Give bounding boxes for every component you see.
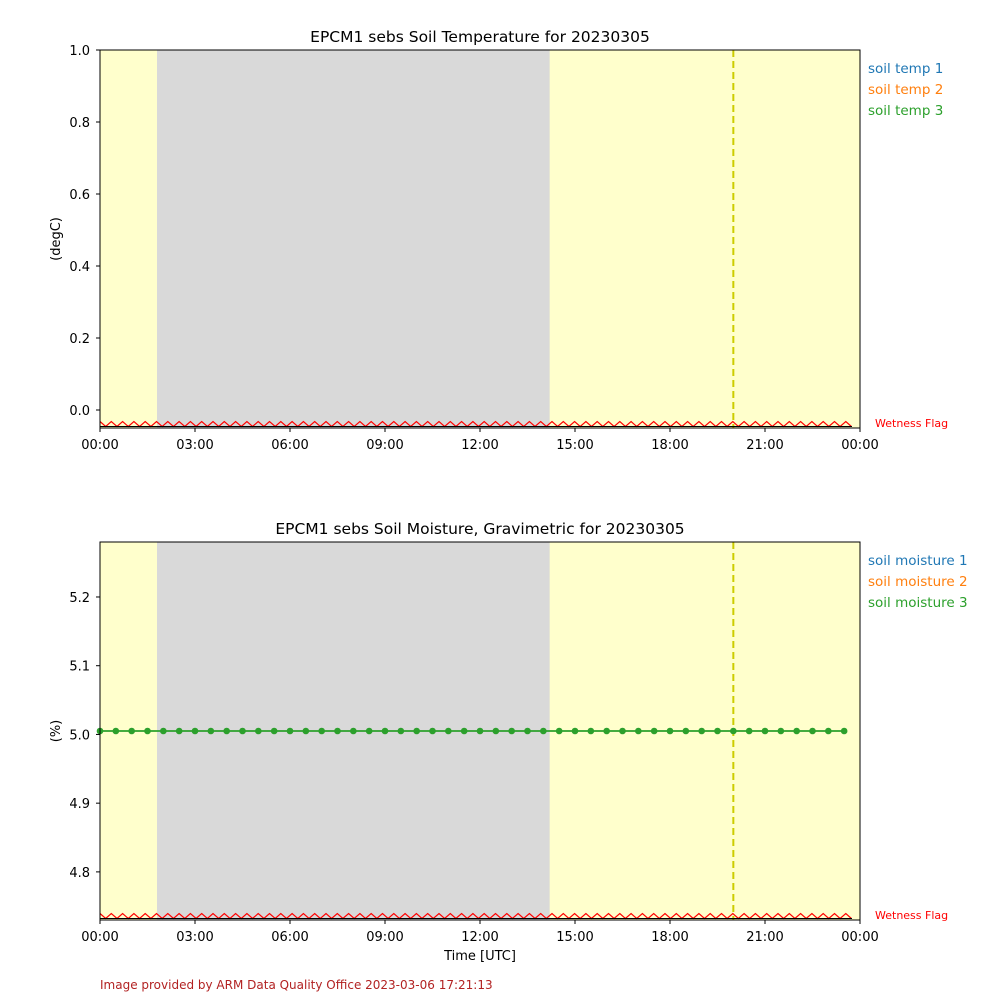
chart-title: EPCM1 sebs Soil Temperature for 20230305 bbox=[310, 28, 650, 46]
x-tick-label: 18:00 bbox=[651, 438, 688, 453]
y-axis-label: (degC) bbox=[49, 217, 64, 261]
data-point bbox=[540, 727, 547, 735]
data-point bbox=[160, 727, 167, 735]
data-point bbox=[809, 727, 816, 735]
x-tick-label: 15:00 bbox=[556, 930, 593, 945]
data-point bbox=[730, 727, 737, 735]
y-tick-label: 5.0 bbox=[69, 728, 90, 743]
data-point bbox=[524, 727, 531, 735]
chart-title: EPCM1 sebs Soil Moisture, Gravimetric fo… bbox=[275, 520, 684, 538]
data-point bbox=[397, 727, 405, 735]
legend-entry: soil moisture 1 bbox=[868, 553, 968, 569]
data-point bbox=[698, 727, 705, 735]
data-point bbox=[508, 727, 515, 735]
legend-entry: soil moisture 2 bbox=[868, 574, 968, 590]
x-tick-label: 00:00 bbox=[81, 438, 118, 453]
data-point bbox=[445, 727, 452, 735]
data-point bbox=[571, 727, 579, 735]
data-point bbox=[635, 727, 642, 735]
x-tick-label: 06:00 bbox=[271, 930, 308, 945]
data-point bbox=[492, 727, 500, 735]
data-point bbox=[666, 727, 674, 735]
data-point bbox=[239, 727, 246, 735]
data-point bbox=[476, 727, 484, 735]
x-tick-label: 12:00 bbox=[461, 930, 498, 945]
y-tick-label: 0.4 bbox=[69, 260, 90, 275]
data-point bbox=[587, 727, 595, 735]
y-tick-label: 0.0 bbox=[69, 404, 90, 419]
wetness-flag-label: Wetness Flag bbox=[875, 909, 948, 922]
data-point bbox=[840, 727, 848, 735]
x-tick-label: 06:00 bbox=[271, 438, 308, 453]
data-point bbox=[429, 727, 436, 735]
data-point bbox=[270, 727, 278, 735]
data-point bbox=[255, 727, 262, 735]
data-point bbox=[144, 727, 151, 735]
data-point bbox=[207, 727, 215, 735]
data-point bbox=[761, 727, 769, 735]
night-shading bbox=[157, 50, 550, 428]
x-tick-label: 21:00 bbox=[746, 930, 783, 945]
chart-panel-1: Wetness Flag 00:00 03:00 06:00 09:00 12:00 15:… bbox=[49, 28, 948, 453]
data-point bbox=[555, 727, 563, 735]
x-tick-label: 18:00 bbox=[651, 930, 688, 945]
x-tick-label: 00:00 bbox=[841, 930, 878, 945]
x-tick-label: 09:00 bbox=[366, 930, 403, 945]
y-axis-label: (%) bbox=[49, 720, 64, 743]
data-point bbox=[128, 727, 135, 735]
data-point bbox=[191, 727, 199, 735]
x-tick-label: 03:00 bbox=[176, 930, 213, 945]
data-point bbox=[318, 727, 325, 735]
x-tick-label: 12:00 bbox=[461, 438, 498, 453]
y-tick-label: 0.6 bbox=[69, 188, 90, 203]
wetness-flag-marks bbox=[99, 420, 852, 428]
legend-entry: soil moisture 3 bbox=[868, 595, 968, 611]
data-point bbox=[619, 727, 626, 735]
y-tick-label: 5.2 bbox=[69, 591, 90, 606]
data-point bbox=[334, 727, 341, 735]
chart-panel-2: Wetness Flag 00:00 03:00 06:00 09:00 12:00 15:… bbox=[49, 520, 968, 964]
data-point bbox=[793, 727, 800, 735]
data-point bbox=[825, 727, 832, 735]
data-point bbox=[223, 727, 230, 735]
y-tick-label: 0.2 bbox=[69, 332, 90, 347]
data-point bbox=[302, 727, 310, 735]
data-point bbox=[603, 727, 610, 735]
x-tick-label: 00:00 bbox=[81, 930, 118, 945]
legend-entry: soil temp 3 bbox=[868, 103, 943, 119]
y-tick-label: 0.8 bbox=[69, 116, 90, 131]
x-axis-label: Time [UTC] bbox=[443, 949, 516, 964]
y-tick-label: 5.1 bbox=[69, 660, 90, 675]
x-tick-label: 00:00 bbox=[841, 438, 878, 453]
data-point bbox=[381, 727, 389, 735]
x-tick-label: 15:00 bbox=[556, 438, 593, 453]
data-point bbox=[650, 727, 658, 735]
data-point bbox=[112, 727, 120, 735]
data-point bbox=[350, 727, 357, 735]
data-point bbox=[714, 727, 721, 735]
footer-credit: Image provided by ARM Data Quality Offic… bbox=[100, 978, 493, 992]
y-tick-label: 4.8 bbox=[69, 866, 90, 881]
x-tick-label: 03:00 bbox=[176, 438, 213, 453]
data-point bbox=[286, 727, 294, 735]
wetness-flag-marks bbox=[99, 912, 852, 920]
data-point bbox=[365, 727, 373, 735]
data-point bbox=[682, 727, 690, 735]
data-point bbox=[460, 727, 468, 735]
data-point bbox=[175, 727, 183, 735]
y-tick-label: 1.0 bbox=[69, 44, 90, 59]
data-point bbox=[413, 727, 420, 735]
data-point bbox=[745, 727, 753, 735]
x-tick-label: 09:00 bbox=[366, 438, 403, 453]
legend-entry: soil temp 1 bbox=[868, 61, 943, 77]
y-tick-label: 4.9 bbox=[69, 797, 90, 812]
data-point bbox=[777, 727, 785, 735]
legend-entry: soil temp 2 bbox=[868, 82, 943, 98]
wetness-flag-label: Wetness Flag bbox=[875, 417, 948, 430]
x-tick-label: 21:00 bbox=[746, 438, 783, 453]
